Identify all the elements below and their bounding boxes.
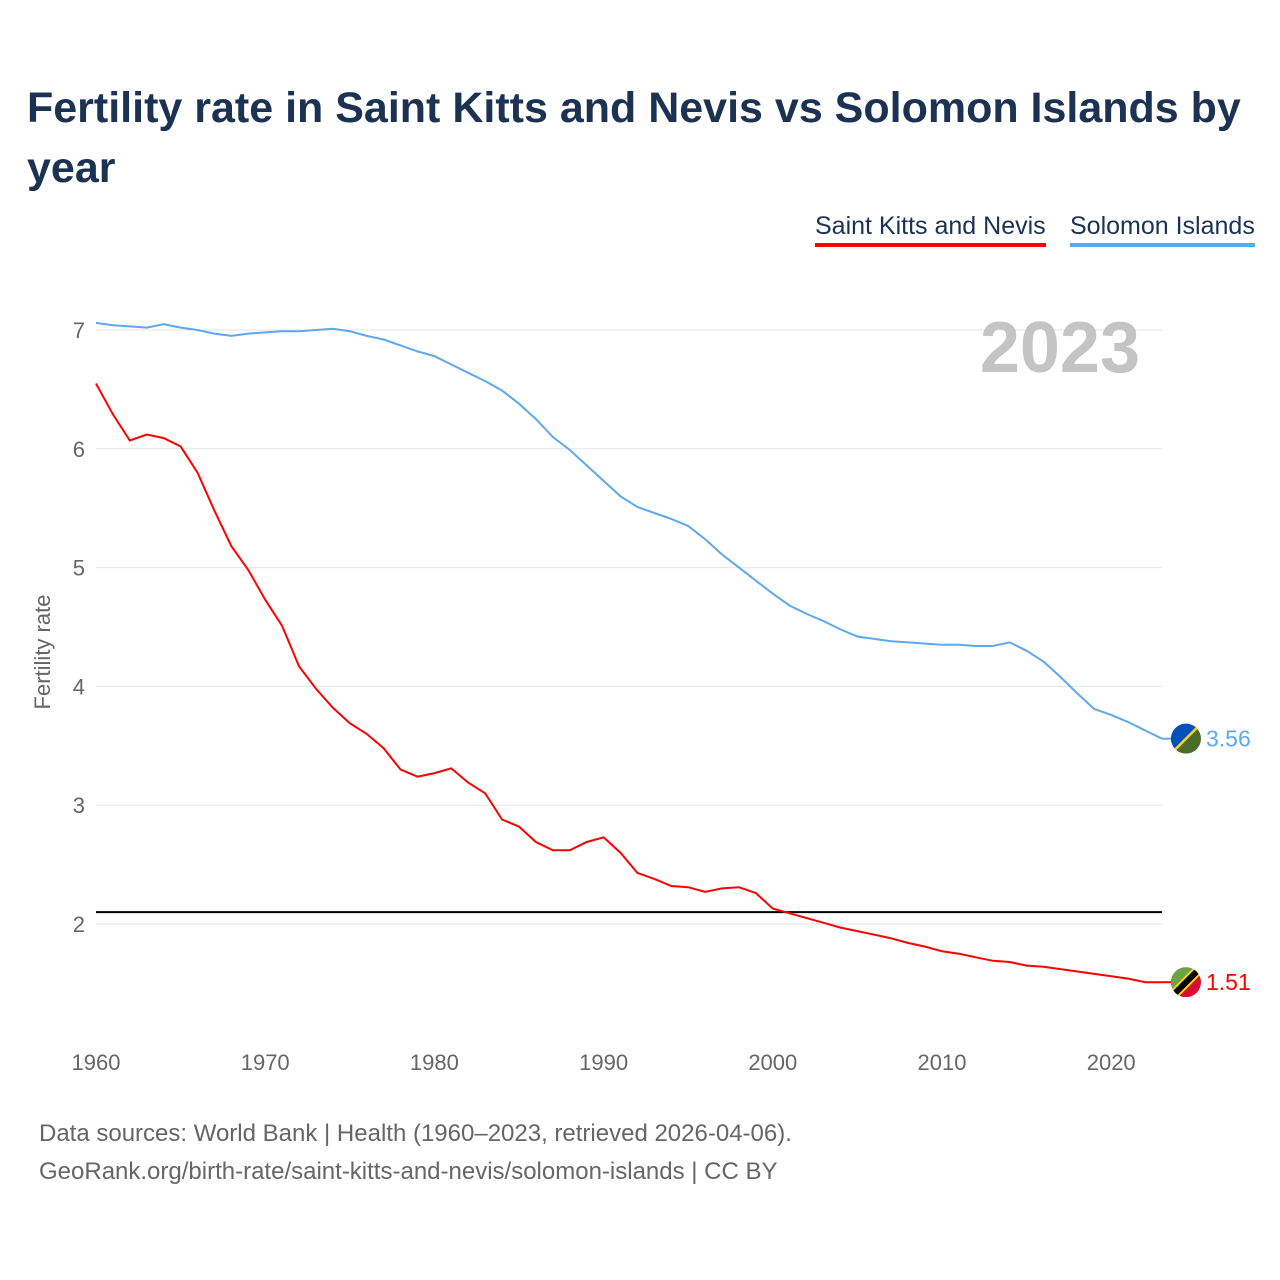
y-tick-label: 7: [73, 318, 85, 343]
x-tick-label: 2020: [1087, 1050, 1136, 1075]
x-tick-label: 1960: [72, 1050, 121, 1075]
saint-kitts-flag-icon: [1171, 967, 1201, 998]
year-label: 2023: [980, 308, 1140, 388]
source-url[interactable]: GeoRank.org/birth-rate/saint-kitts-and-n…: [39, 1158, 778, 1185]
y-tick-label: 3: [73, 793, 85, 818]
chart-title: Fertility rate in Saint Kitts and Nevis …: [27, 84, 1241, 192]
solomon-islands-flag-icon: [1171, 723, 1201, 754]
legend-saint-kitts-and-nevis[interactable]: Saint Kitts and Nevis: [815, 212, 1046, 247]
end-value-label: 3.56: [1206, 726, 1251, 752]
series-line-1: [95, 321, 1163, 740]
x-tick-label: 1970: [241, 1050, 290, 1075]
x-tick-label: 1990: [579, 1050, 628, 1075]
y-tick-label: 4: [73, 674, 85, 699]
x-tick-label: 2000: [748, 1050, 797, 1075]
y-tick-label: 5: [73, 556, 85, 581]
x-tick-label: 1980: [410, 1050, 459, 1075]
series-line-0: [95, 383, 1162, 984]
end-value-label: 1.51: [1206, 969, 1251, 995]
y-tick-label: 6: [73, 437, 85, 462]
source-note: Data sources: World Bank | Health (1960–…: [39, 1120, 792, 1147]
legend-solomon-islands[interactable]: Solomon Islands: [1070, 212, 1255, 247]
y-tick-label: 2: [73, 912, 85, 937]
x-tick-label: 2010: [918, 1050, 967, 1075]
y-axis-label: Fertility rate: [30, 595, 55, 710]
